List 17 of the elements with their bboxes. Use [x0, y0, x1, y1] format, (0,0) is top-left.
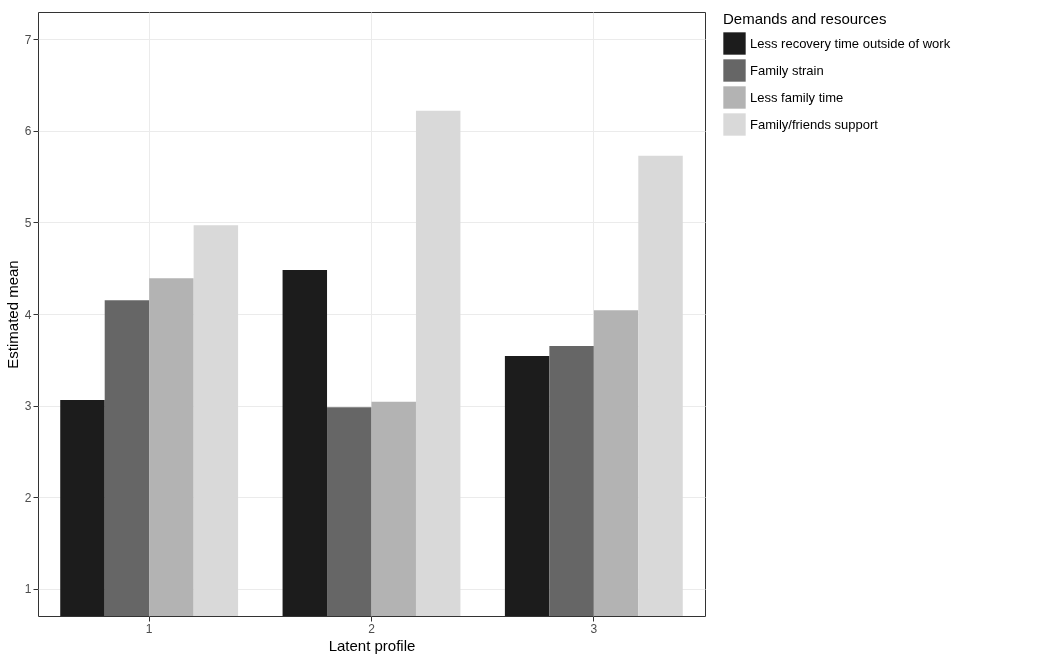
y-axis-title: Estimated mean	[3, 260, 21, 369]
y-tick-label: 2	[24, 490, 32, 505]
y-tick-label: 3	[24, 399, 32, 414]
legend-label: Family strain	[750, 62, 824, 78]
x-tick-label: 3	[590, 621, 598, 636]
legend-title: Demands and resources	[723, 10, 887, 27]
y-tick-label: 1	[24, 582, 32, 597]
x-tick-label: 2	[368, 621, 376, 636]
x-axis-title: Latent profile	[328, 636, 416, 654]
y-tick-label: 7	[24, 32, 32, 47]
legend-label: Less family time	[750, 89, 844, 105]
legend-label: Family/friends support	[750, 116, 879, 132]
y-tick-label: 5	[24, 215, 32, 230]
legend-label: Less recovery time outside of work	[750, 35, 951, 51]
y-tick-label: 6	[24, 124, 32, 139]
x-tick-label: 1	[145, 621, 153, 636]
y-tick-label: 4	[24, 307, 32, 322]
